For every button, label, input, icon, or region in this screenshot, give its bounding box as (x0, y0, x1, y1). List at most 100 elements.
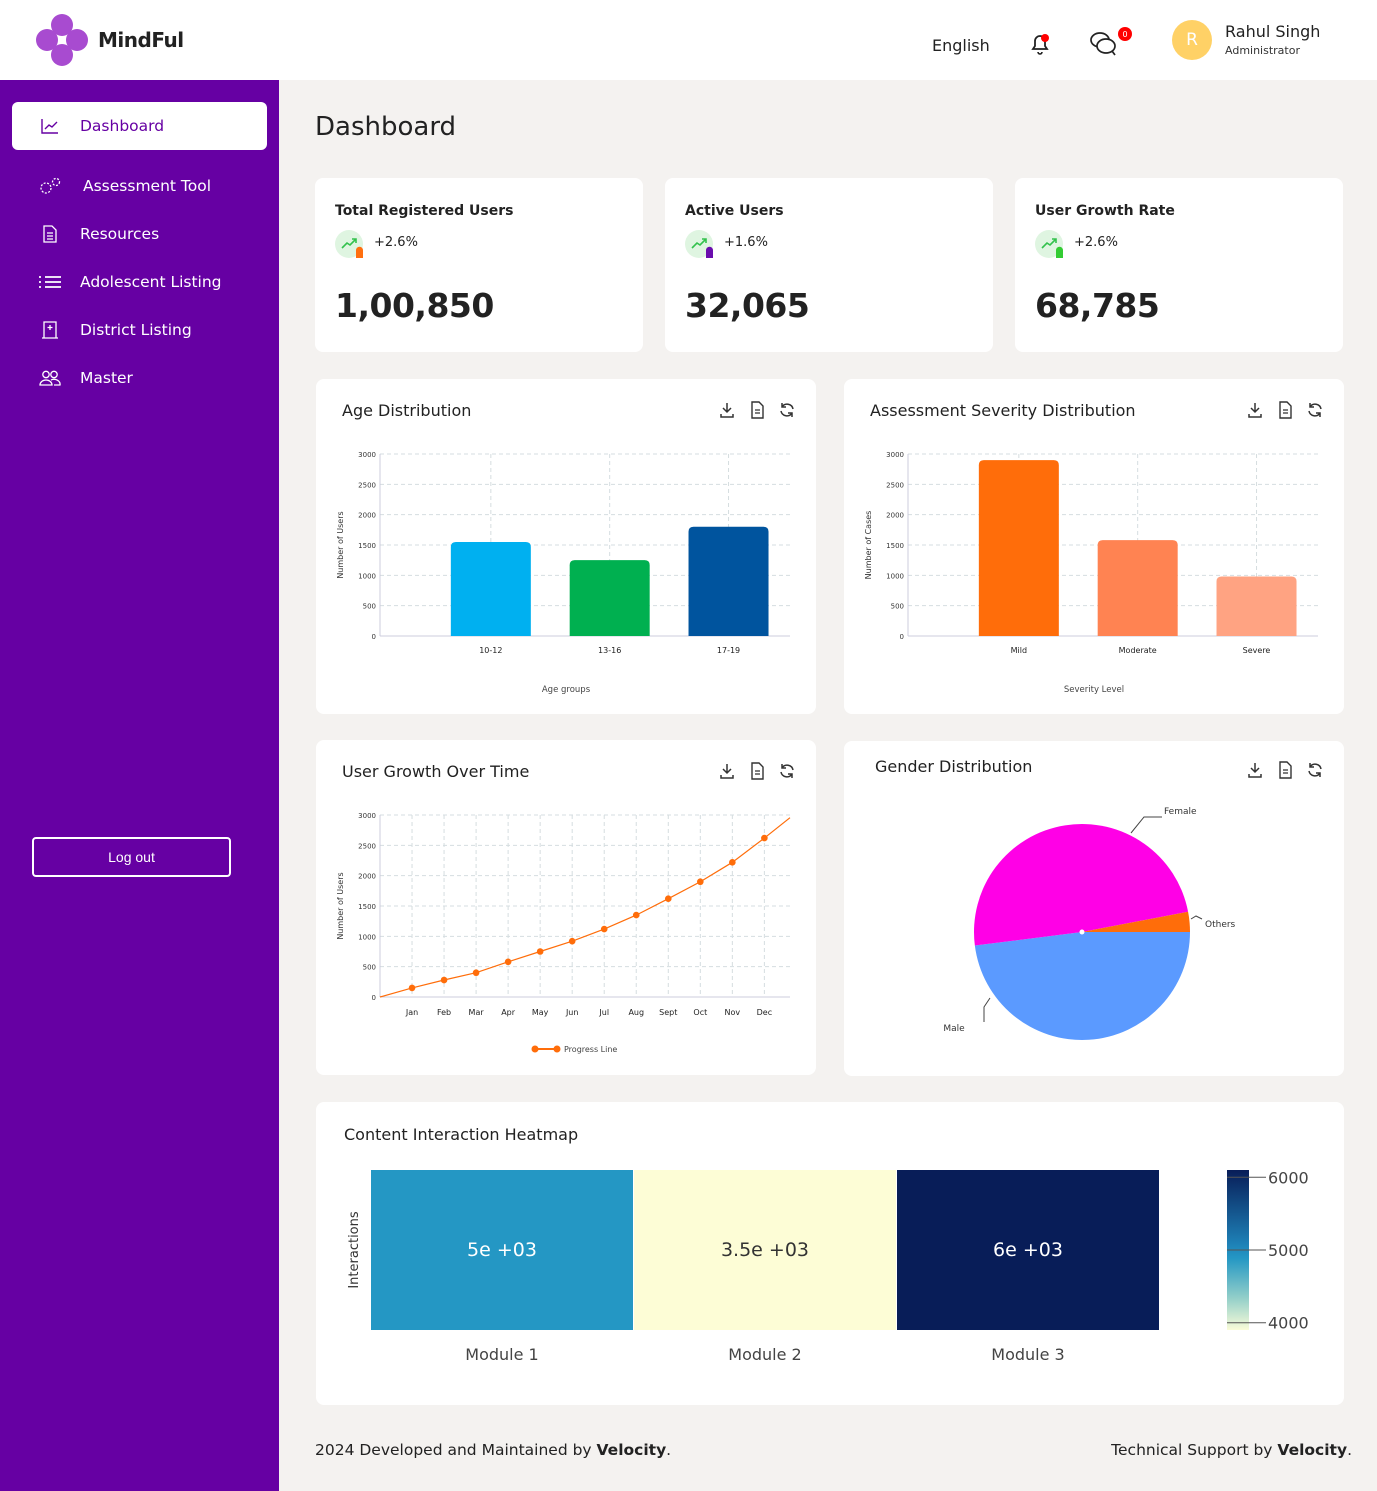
download-icon[interactable] (718, 401, 736, 419)
trend-value: +1.6% (724, 235, 768, 250)
data-point (504, 958, 512, 966)
y-tick-label: 0 (900, 633, 904, 641)
trend-value: +2.6% (374, 235, 418, 250)
document-icon[interactable] (748, 401, 766, 419)
pie-slice (974, 932, 1190, 1040)
y-axis-label: Number of Users (336, 511, 345, 578)
refresh-icon[interactable] (1306, 401, 1324, 419)
mindful-logo[interactable] (36, 14, 88, 66)
y-tick-label: 3000 (886, 451, 904, 459)
legend-marker (553, 1045, 561, 1053)
sidebar-item-assessment-tool[interactable]: Assessment Tool (12, 162, 267, 210)
x-tick-label: Mild (1011, 646, 1027, 655)
stat-title: Total Registered Users (335, 203, 514, 219)
refresh-icon[interactable] (778, 401, 796, 419)
footer-brand: Velocity (596, 1441, 667, 1459)
y-axis-label: Number of Users (336, 872, 345, 939)
data-point (664, 895, 672, 903)
logout-button[interactable]: Log out (32, 837, 231, 877)
series-line (379, 817, 791, 998)
heatmap-cell (371, 1170, 633, 1330)
x-tick-label: Jul (598, 1008, 609, 1017)
document-icon[interactable] (1276, 401, 1294, 419)
gender-pie-chart: Male Female Others (943, 807, 1236, 1040)
y-tick-label: 500 (891, 603, 904, 611)
bar (1097, 540, 1178, 636)
y-tick-label: 2500 (886, 481, 904, 489)
bar (688, 526, 769, 636)
download-icon[interactable] (1246, 761, 1264, 779)
x-tick-label: Oct (693, 1008, 707, 1017)
data-point (632, 911, 640, 919)
data-point (440, 976, 448, 984)
y-tick-label: 1500 (358, 903, 376, 911)
document-icon[interactable] (1276, 761, 1294, 779)
interaction-heatmap: 5e +03 Module 1 3.5e +03 Module 2 6e +03 Modu… (347, 1168, 1309, 1364)
stat-card: Total Registered Users +2.6% 1,00,850 (315, 178, 643, 352)
download-icon[interactable] (1246, 401, 1264, 419)
y-tick-label: 2500 (358, 842, 376, 850)
leader-line (983, 997, 991, 1022)
y-tick-label: 1000 (358, 933, 376, 941)
chart-tools (718, 762, 796, 780)
cell-label: 6e +03 (993, 1239, 1063, 1261)
avatar[interactable]: R (1172, 20, 1212, 60)
y-tick-label: 1000 (358, 572, 376, 580)
gears-icon (12, 177, 80, 195)
sidebar-item-dashboard[interactable]: Dashboard (12, 102, 267, 150)
language-selector[interactable]: English (932, 36, 990, 55)
pie-label: Female (1164, 807, 1197, 817)
chart-title: Assessment Severity Distribution (870, 401, 1136, 420)
chart-tools (1246, 761, 1324, 779)
sidebar-item-label: Resources (80, 225, 160, 243)
chart-tools (1246, 401, 1324, 419)
footer-right: Technical Support by Velocity. (1111, 1441, 1352, 1459)
y-tick-label: 2000 (358, 873, 376, 881)
chart-title: Gender Distribution (875, 757, 1033, 776)
chat-icon[interactable]: 0 (1088, 26, 1136, 56)
x-tick-label: Dec (757, 1008, 772, 1017)
sidebar-item-resources[interactable]: Resources (12, 210, 267, 258)
y-axis-label: Interactions (347, 1211, 362, 1289)
footer-period: . (1347, 1441, 1352, 1459)
bell-icon[interactable] (1026, 30, 1056, 60)
x-tick-label: 10-12 (479, 646, 502, 655)
refresh-icon[interactable] (1306, 761, 1324, 779)
bar (450, 541, 531, 636)
spark-bar (706, 246, 713, 302)
data-point (697, 878, 704, 886)
y-tick-label: 2500 (358, 481, 376, 489)
sidebar-item-label: District Listing (80, 321, 192, 339)
sidebar-item-district-listing[interactable]: District Listing (12, 306, 267, 354)
leader-line (1130, 816, 1162, 834)
footer-left: 2024 Developed and Maintained by Velocit… (315, 1441, 671, 1459)
user-name: Rahul Singh (1225, 22, 1321, 41)
sidebar-item-master[interactable]: Master (12, 354, 267, 402)
stat-value: 32,065 (685, 286, 810, 325)
severity-distribution-card: Assessment Severity Distribution 0 500 100… (844, 379, 1344, 714)
brand-name: MindFul (98, 28, 184, 52)
download-icon[interactable] (718, 762, 736, 780)
x-tick-label: May (532, 1008, 549, 1017)
y-tick-label: 3000 (358, 812, 376, 820)
trend-up-icon (685, 230, 755, 302)
pie-slice (1082, 911, 1190, 932)
chat-badge: 0 (1122, 30, 1127, 39)
sidebar-item-adolescent-listing[interactable]: Adolescent Listing (12, 258, 267, 306)
stat-title: Active Users (685, 203, 784, 219)
cell-label: 3.5e +03 (721, 1239, 809, 1261)
document-icon[interactable] (748, 762, 766, 780)
age-distribution-card: Age Distribution 0 500 1000 1500 2000 2500 300… (316, 379, 816, 714)
x-tick-label: Feb (437, 1008, 451, 1017)
y-tick-label: 1500 (358, 542, 376, 550)
stat-value: 1,00,850 (335, 286, 494, 325)
leader-line (1190, 915, 1203, 920)
heatmap-cell (897, 1170, 1159, 1330)
y-tick-label: 1500 (886, 542, 904, 550)
refresh-icon[interactable] (778, 762, 796, 780)
sidebar: Dashboard Assessment Tool Resources Adol… (0, 80, 279, 1491)
sparkline (901, 248, 973, 320)
stat-title: User Growth Rate (1035, 203, 1175, 219)
y-tick-label: 2000 (358, 512, 376, 520)
sidebar-item-label: Adolescent Listing (80, 273, 222, 291)
